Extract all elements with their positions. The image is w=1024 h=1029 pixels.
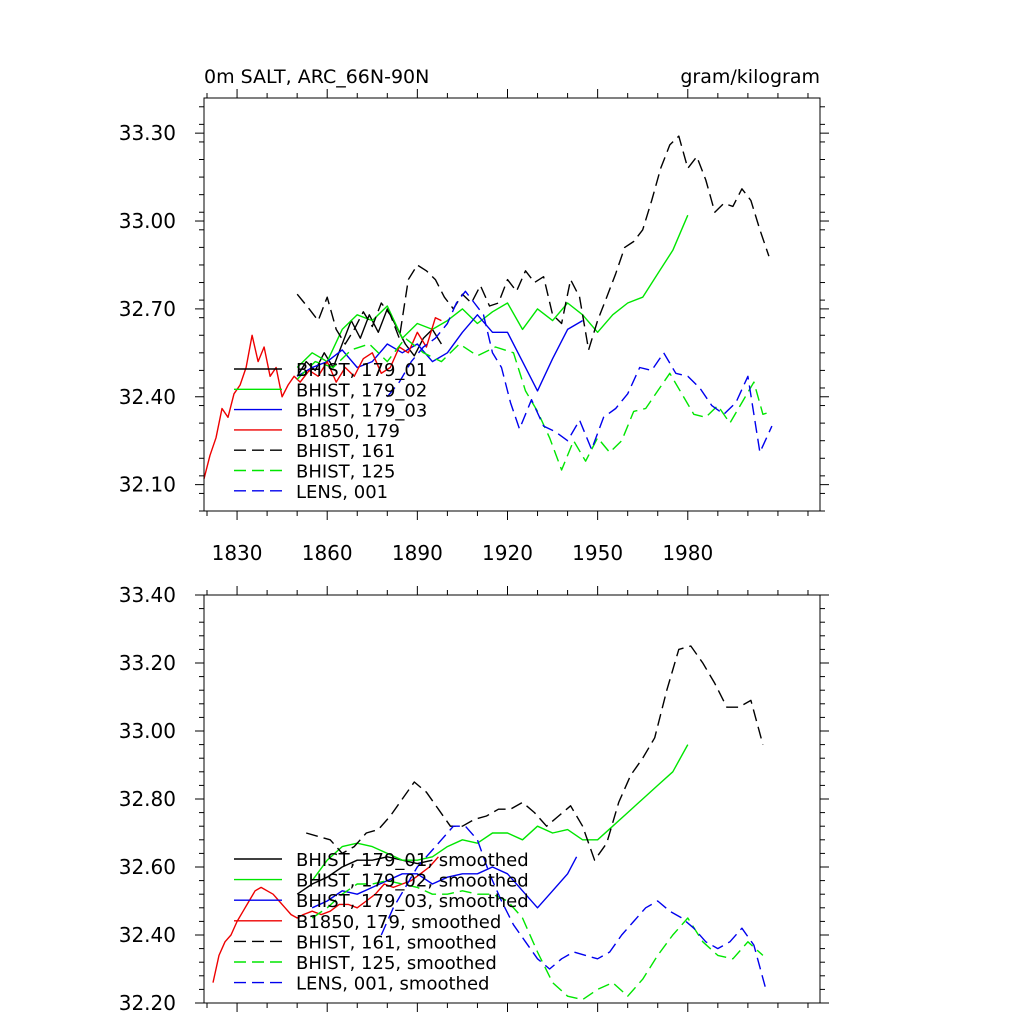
series-line-lens-001 — [386, 290, 773, 454]
x-tick-label: 1890 — [392, 541, 443, 565]
y-tick-label: 33.00 — [119, 719, 176, 743]
legend-label: BHIST, 161, smoothed — [296, 932, 497, 953]
bottom-panel-series — [212, 645, 767, 1001]
y-tick-label: 32.20 — [119, 991, 176, 1015]
series-line-bhist-179-02 — [296, 214, 689, 368]
y-tick-label: 33.20 — [119, 651, 176, 675]
x-tick-label: 1830 — [212, 541, 263, 565]
legend-label: BHIST, 125, smoothed — [296, 953, 497, 974]
y-tick-label: 33.40 — [119, 583, 176, 607]
top-panel-series — [203, 135, 773, 479]
series-line-bhist-125 — [296, 337, 773, 471]
bottom-panel: 32.20 32.40 32.60 32.80 33.00 33.20 33.40 BHIS… — [119, 583, 829, 1015]
series-line-b1850-179 — [203, 317, 442, 479]
legend-label: BHIST, 179_03 — [296, 401, 427, 422]
top-panel-title: 0m SALT, ARC_66N-90N — [204, 66, 429, 88]
legend-label: B1850, 179 — [296, 421, 400, 442]
legend-label: BHIST, 179_03, smoothed — [296, 891, 529, 912]
bottom-panel-frame — [203, 594, 821, 1004]
series-line-b1850-179-smoothed — [212, 856, 439, 983]
x-tick-label: 1860 — [302, 541, 353, 565]
series-line-bhist-161-smoothed — [306, 645, 764, 861]
y-tick-label: 32.70 — [119, 297, 176, 321]
series-line-lens-001-smoothed — [380, 825, 767, 990]
y-tick-label: 32.80 — [119, 787, 176, 811]
y-tick-label: 32.60 — [119, 855, 176, 879]
series-line-bhist-179-02-smoothed — [311, 744, 689, 882]
legend-label: BHIST, 179_01, smoothed — [296, 850, 529, 871]
series-line-bhist-179-03 — [296, 314, 583, 392]
y-tick-label: 32.10 — [119, 473, 176, 497]
top-panel: 0m SALT, ARC_66N-90N gram/kilogram 1830 1… — [119, 66, 829, 565]
x-tick-label: 1980 — [662, 541, 713, 565]
top-panel-frame — [203, 97, 821, 512]
legend-label: LENS, 001 — [296, 482, 388, 503]
legend-label: BHIST, 179_02 — [296, 380, 427, 401]
series-line-bhist-179-01-smoothed — [296, 856, 433, 895]
y-tick-label: 33.00 — [119, 209, 176, 233]
top-panel-ticks: 1830 1860 1890 1920 1950 1980 32.10 32.40 32.70 3… — [119, 89, 829, 565]
series-line-bhist-179-03-smoothed — [311, 856, 578, 909]
y-tick-label: 33.30 — [119, 121, 176, 145]
legend-label: BHIST, 125 — [296, 462, 395, 483]
y-tick-label: 32.40 — [119, 923, 176, 947]
series-line-bhist-125-smoothed — [311, 879, 764, 1001]
legend-label: LENS, 001, smoothed — [296, 974, 489, 995]
top-panel-units: gram/kilogram — [680, 66, 820, 88]
legend-label: BHIST, 179_02, smoothed — [296, 871, 529, 892]
series-line-bhist-161 — [296, 135, 770, 351]
bottom-panel-ticks: 32.20 32.40 32.60 32.80 33.00 33.20 33.40 — [119, 583, 829, 1015]
y-tick-label: 32.40 — [119, 385, 176, 409]
legend-label: B1850, 179, smoothed — [296, 912, 501, 933]
x-tick-label: 1920 — [482, 541, 533, 565]
x-tick-label: 1950 — [572, 541, 623, 565]
legend-label: BHIST, 161 — [296, 441, 395, 462]
legend-label: BHIST, 179_01 — [296, 360, 427, 381]
